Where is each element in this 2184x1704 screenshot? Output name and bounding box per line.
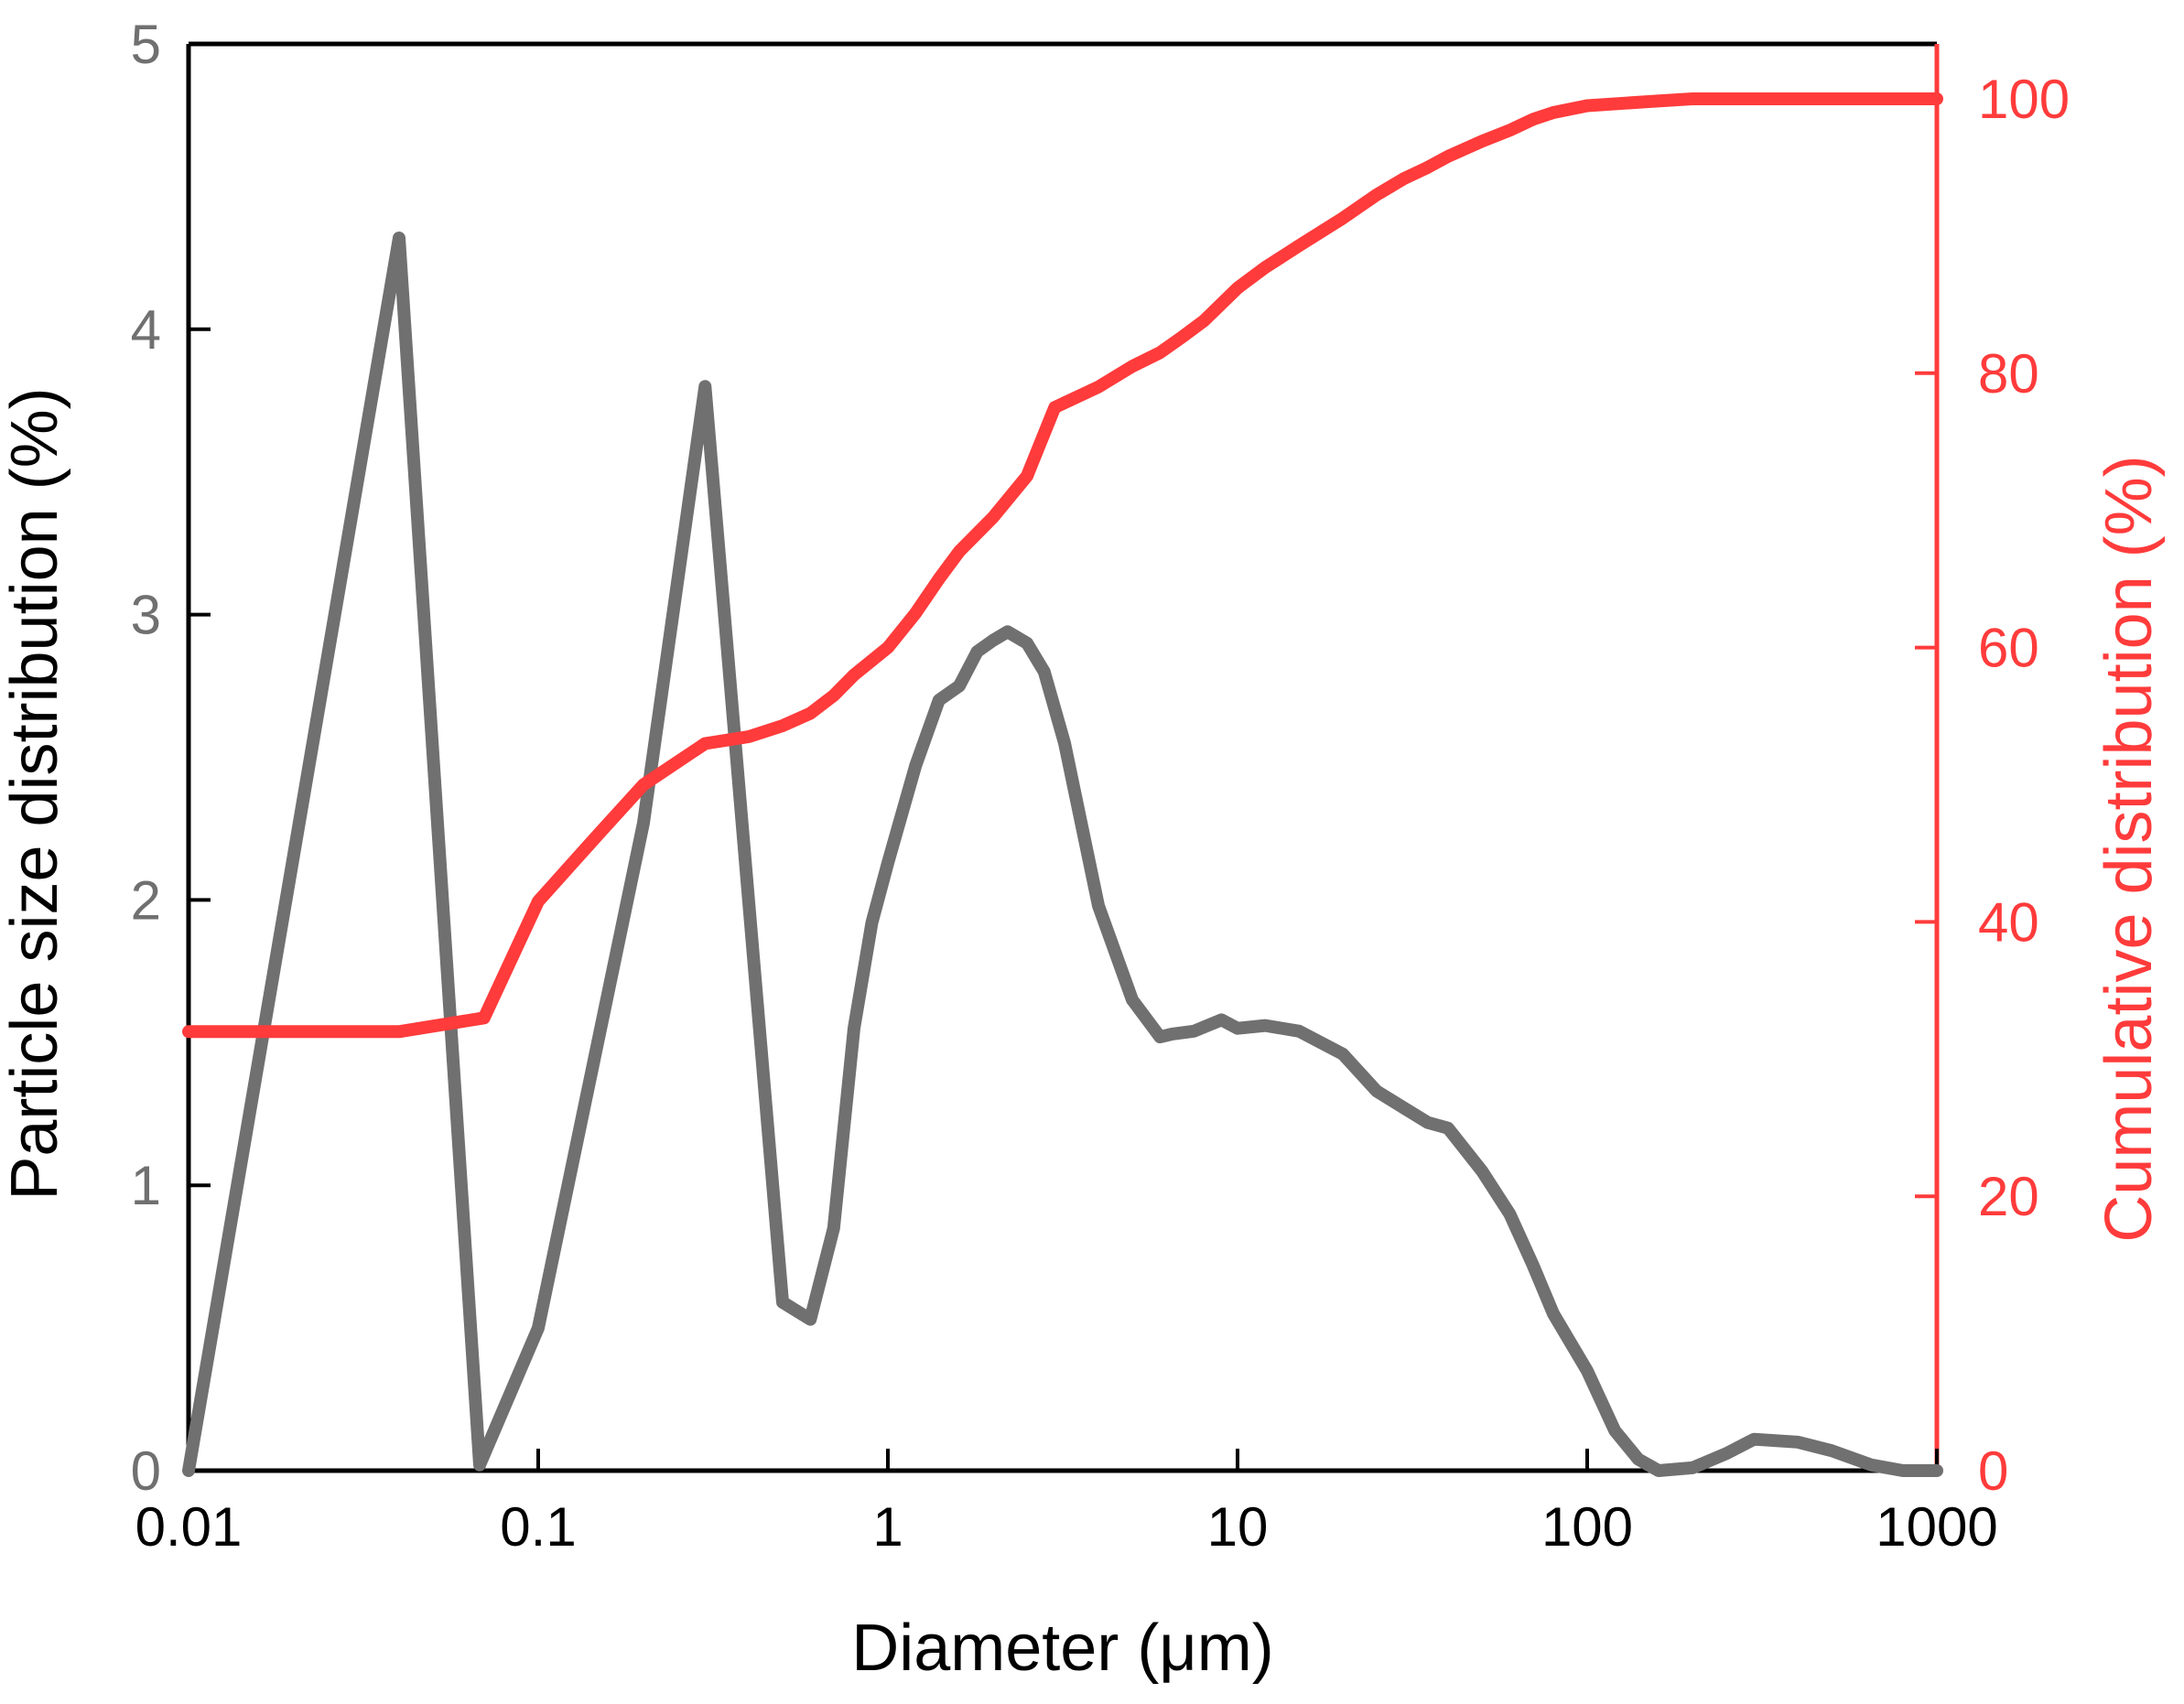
right-y-tick-label: 100 — [1978, 69, 2070, 130]
left-y-tick-label: 0 — [131, 1440, 161, 1502]
cumulative-distribution-line — [182, 92, 1943, 1039]
x-tick-label: 10 — [1207, 1496, 1269, 1558]
x-tick-label: 0.01 — [135, 1496, 243, 1558]
x-axis-ticks: 0.01 0.1 1 10 100 1000 — [135, 1449, 1998, 1558]
left-y-tick-label: 5 — [131, 14, 161, 75]
particle-size-distribution-line — [182, 232, 1943, 1477]
left-y-tick-label: 4 — [131, 299, 161, 361]
x-axis-title: Diameter (μm) — [851, 1612, 1274, 1685]
left-y-axis-title: Particle size distribution (%) — [0, 387, 71, 1200]
series-layer — [182, 92, 1943, 1477]
right-y-tick-label: 20 — [1978, 1166, 2039, 1227]
right-y-tick-label: 60 — [1978, 618, 2039, 679]
left-y-tick-label: 1 — [131, 1155, 161, 1216]
x-tick-label: 1000 — [1876, 1496, 1997, 1558]
x-tick-label: 100 — [1541, 1496, 1633, 1558]
right-y-tick-label: 0 — [1978, 1440, 2008, 1502]
x-tick-label: 1 — [872, 1496, 903, 1558]
left-y-tick-label: 2 — [131, 869, 161, 931]
right-y-tick-label: 80 — [1978, 343, 2039, 404]
right-y-tick-label: 40 — [1978, 891, 2039, 953]
left-y-axis-ticks: 0 1 2 3 4 5 — [131, 14, 211, 1502]
right-y-axis-ticks: 0 20 40 60 80 100 — [1915, 69, 2070, 1502]
right-y-axis-title: Cumulative distribution (%) — [2092, 455, 2166, 1242]
x-tick-label: 0.1 — [500, 1496, 576, 1558]
left-y-tick-label: 3 — [131, 585, 161, 646]
